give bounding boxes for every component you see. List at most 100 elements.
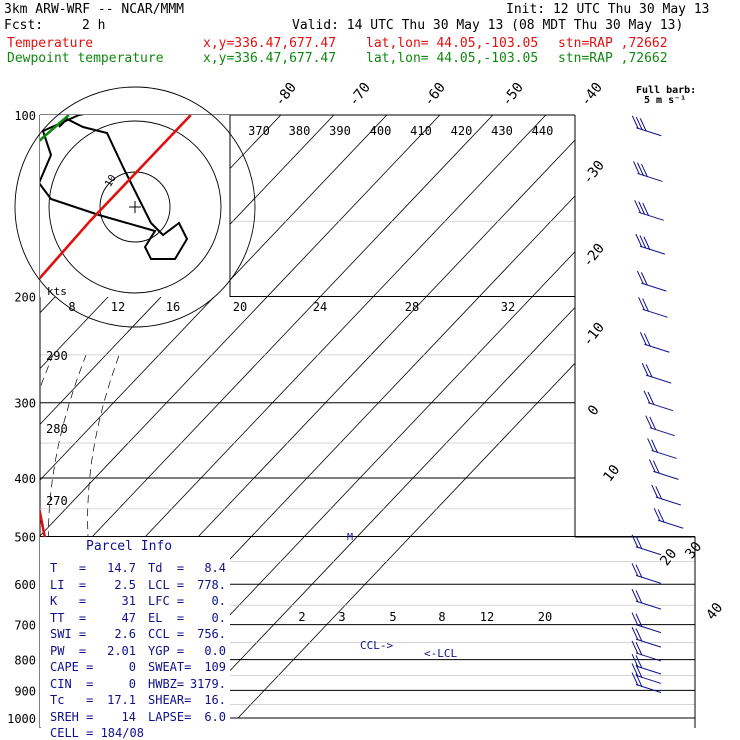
wind-barb-flag	[637, 162, 644, 176]
mixing-ratio-label: 5	[389, 610, 396, 624]
pressure-tick-label: 1000	[7, 712, 36, 726]
temperature-axis-label: -60	[421, 80, 449, 110]
wind-barb-shaft	[636, 127, 662, 137]
wind-barb-flag	[631, 653, 639, 668]
wind-barb-flag	[631, 672, 639, 686]
parcel-info-row: LI = 2.5 LCL = 778.	[50, 578, 230, 593]
wind-barb-flag	[638, 297, 646, 311]
temperature-axis-label: 20	[657, 546, 680, 569]
parcel-info-value: 2.6	[114, 627, 136, 641]
temperature-axis-label: -50	[499, 80, 527, 110]
temperature-axis-label: -80	[272, 80, 300, 110]
parcel-info-value: 14.7	[107, 561, 136, 575]
wind-barb-flag	[639, 235, 647, 249]
level-markers: CCL-> <-LCL M	[347, 532, 457, 660]
wind-barb-flag	[636, 270, 644, 285]
temperature-legend-stn: stn=RAP ,72662	[558, 36, 668, 51]
wind-barb-flag	[643, 236, 651, 250]
parcel-info-key: CCL =	[148, 627, 185, 641]
wind-barb-flag	[635, 233, 643, 248]
wind-barb-flag	[631, 612, 639, 626]
temperature-axis-label: -70	[346, 80, 374, 110]
temperature-axis-label: -30	[580, 158, 608, 188]
parcel-info-row: T = 14.7 Td = 8.4	[50, 561, 230, 576]
wind-barb-flag	[635, 564, 643, 578]
wind-barb-shaft	[642, 308, 668, 318]
wind-barb-shaft	[635, 684, 662, 693]
temperature-axis-label: 30	[682, 539, 705, 562]
parcel-info-key: Tc =	[50, 693, 94, 707]
parcel-info-key: CIN =	[50, 676, 94, 691]
moist-adiabat-line	[47, 354, 87, 719]
parcel-info-key: SHEAR=	[148, 693, 192, 707]
wind-barb-flag	[648, 459, 656, 473]
theta-left-label: 270	[46, 494, 68, 508]
parcel-info-value: 3179.	[189, 676, 226, 691]
theta-label: 430	[491, 124, 513, 138]
wind-barb-flag	[635, 655, 643, 669]
parcel-info-key: K =	[50, 594, 87, 608]
theta-label: 370	[248, 124, 270, 138]
wind-barb-flag	[653, 508, 661, 522]
theta-label: 400	[370, 124, 392, 138]
parcel-info-value: 756.	[197, 627, 226, 641]
wind-barb-flag	[631, 588, 639, 603]
wind-barb-flag	[635, 642, 643, 656]
hodograph-speed-label: 8	[68, 300, 75, 314]
wind-barb-shaft	[644, 343, 670, 353]
parcel-info-value: 8.4	[204, 561, 226, 575]
model-title: 3km ARW-WRF -- NCAR/MMM	[4, 2, 185, 17]
wind-barb-shaft	[658, 519, 684, 529]
wind-barb-shaft	[646, 374, 672, 384]
forecast-hour: 2 h	[82, 18, 106, 33]
wind-barb-flag	[635, 664, 643, 678]
mixing-ratio-label: 8	[438, 610, 445, 624]
parcel-info-value: 778.	[197, 577, 226, 592]
pressure-tick-label: 900	[14, 684, 36, 698]
dewpoint-legend-stn: stn=RAP ,72662	[558, 51, 668, 66]
parcel-info-row: SREH = 14 LAPSE= 6.0	[50, 710, 230, 725]
wind-barb-flag	[635, 613, 643, 628]
hodograph-speed-label: 12	[111, 300, 125, 314]
parcel-info-key: TT =	[50, 610, 87, 625]
m-marker: M	[347, 532, 353, 543]
barb-legend-value: 5 m s⁻¹	[644, 95, 687, 106]
parcel-info-row: K = 31 LFC = 0.	[50, 594, 230, 609]
wind-barb-flag	[635, 673, 643, 688]
pressure-tick-label: 500	[14, 530, 36, 544]
wind-barb-flag	[642, 298, 650, 312]
lcl-marker: <-LCL	[424, 647, 457, 660]
parcel-info-title: Parcel Info	[86, 539, 173, 554]
isotherm-line	[40, 115, 388, 481]
temperature-axis-label: 40	[703, 600, 726, 623]
wind-barb-flag	[639, 118, 647, 132]
hodograph-units-label: kts	[47, 285, 67, 298]
wind-barb-shaft	[647, 402, 674, 412]
wind-barb-flag	[635, 116, 643, 131]
wind-barb-flag	[641, 362, 649, 377]
moist-adiabat-line	[87, 354, 133, 719]
parcel-info-value: 0	[128, 660, 136, 674]
theta-label: 390	[329, 124, 351, 138]
wind-barb-flag	[647, 438, 655, 452]
hodograph-ring-label: 10	[103, 173, 119, 189]
parcel-info-key: LFC =	[148, 594, 185, 608]
wind-barb-flag	[631, 115, 639, 129]
isotherm-line	[184, 306, 575, 719]
parcel-info-value: 6.0	[204, 709, 226, 724]
dewpoint-legend-xy: x,y=336.47,677.47	[203, 51, 337, 66]
theta-left-label: 280	[46, 422, 68, 436]
hodograph-trace	[40, 115, 189, 260]
wind-barb-shaft	[635, 600, 662, 610]
parcel-info-value: 47	[121, 610, 136, 625]
parcel-info-value: 31	[121, 594, 136, 608]
parcel-info-key: LAPSE=	[148, 709, 192, 724]
parcel-info-key: YGP =	[148, 643, 185, 658]
parcel-info-value: 2.5	[114, 577, 136, 592]
wind-barb-shaft	[635, 665, 662, 675]
wind-barb-flag	[655, 486, 663, 500]
parcel-info-row: Tc = 17.1 SHEAR= 16.	[50, 693, 230, 708]
wind-barb-shaft	[653, 470, 679, 480]
wind-barb-shaft	[651, 449, 677, 459]
theta-left-label: 290	[46, 349, 68, 363]
